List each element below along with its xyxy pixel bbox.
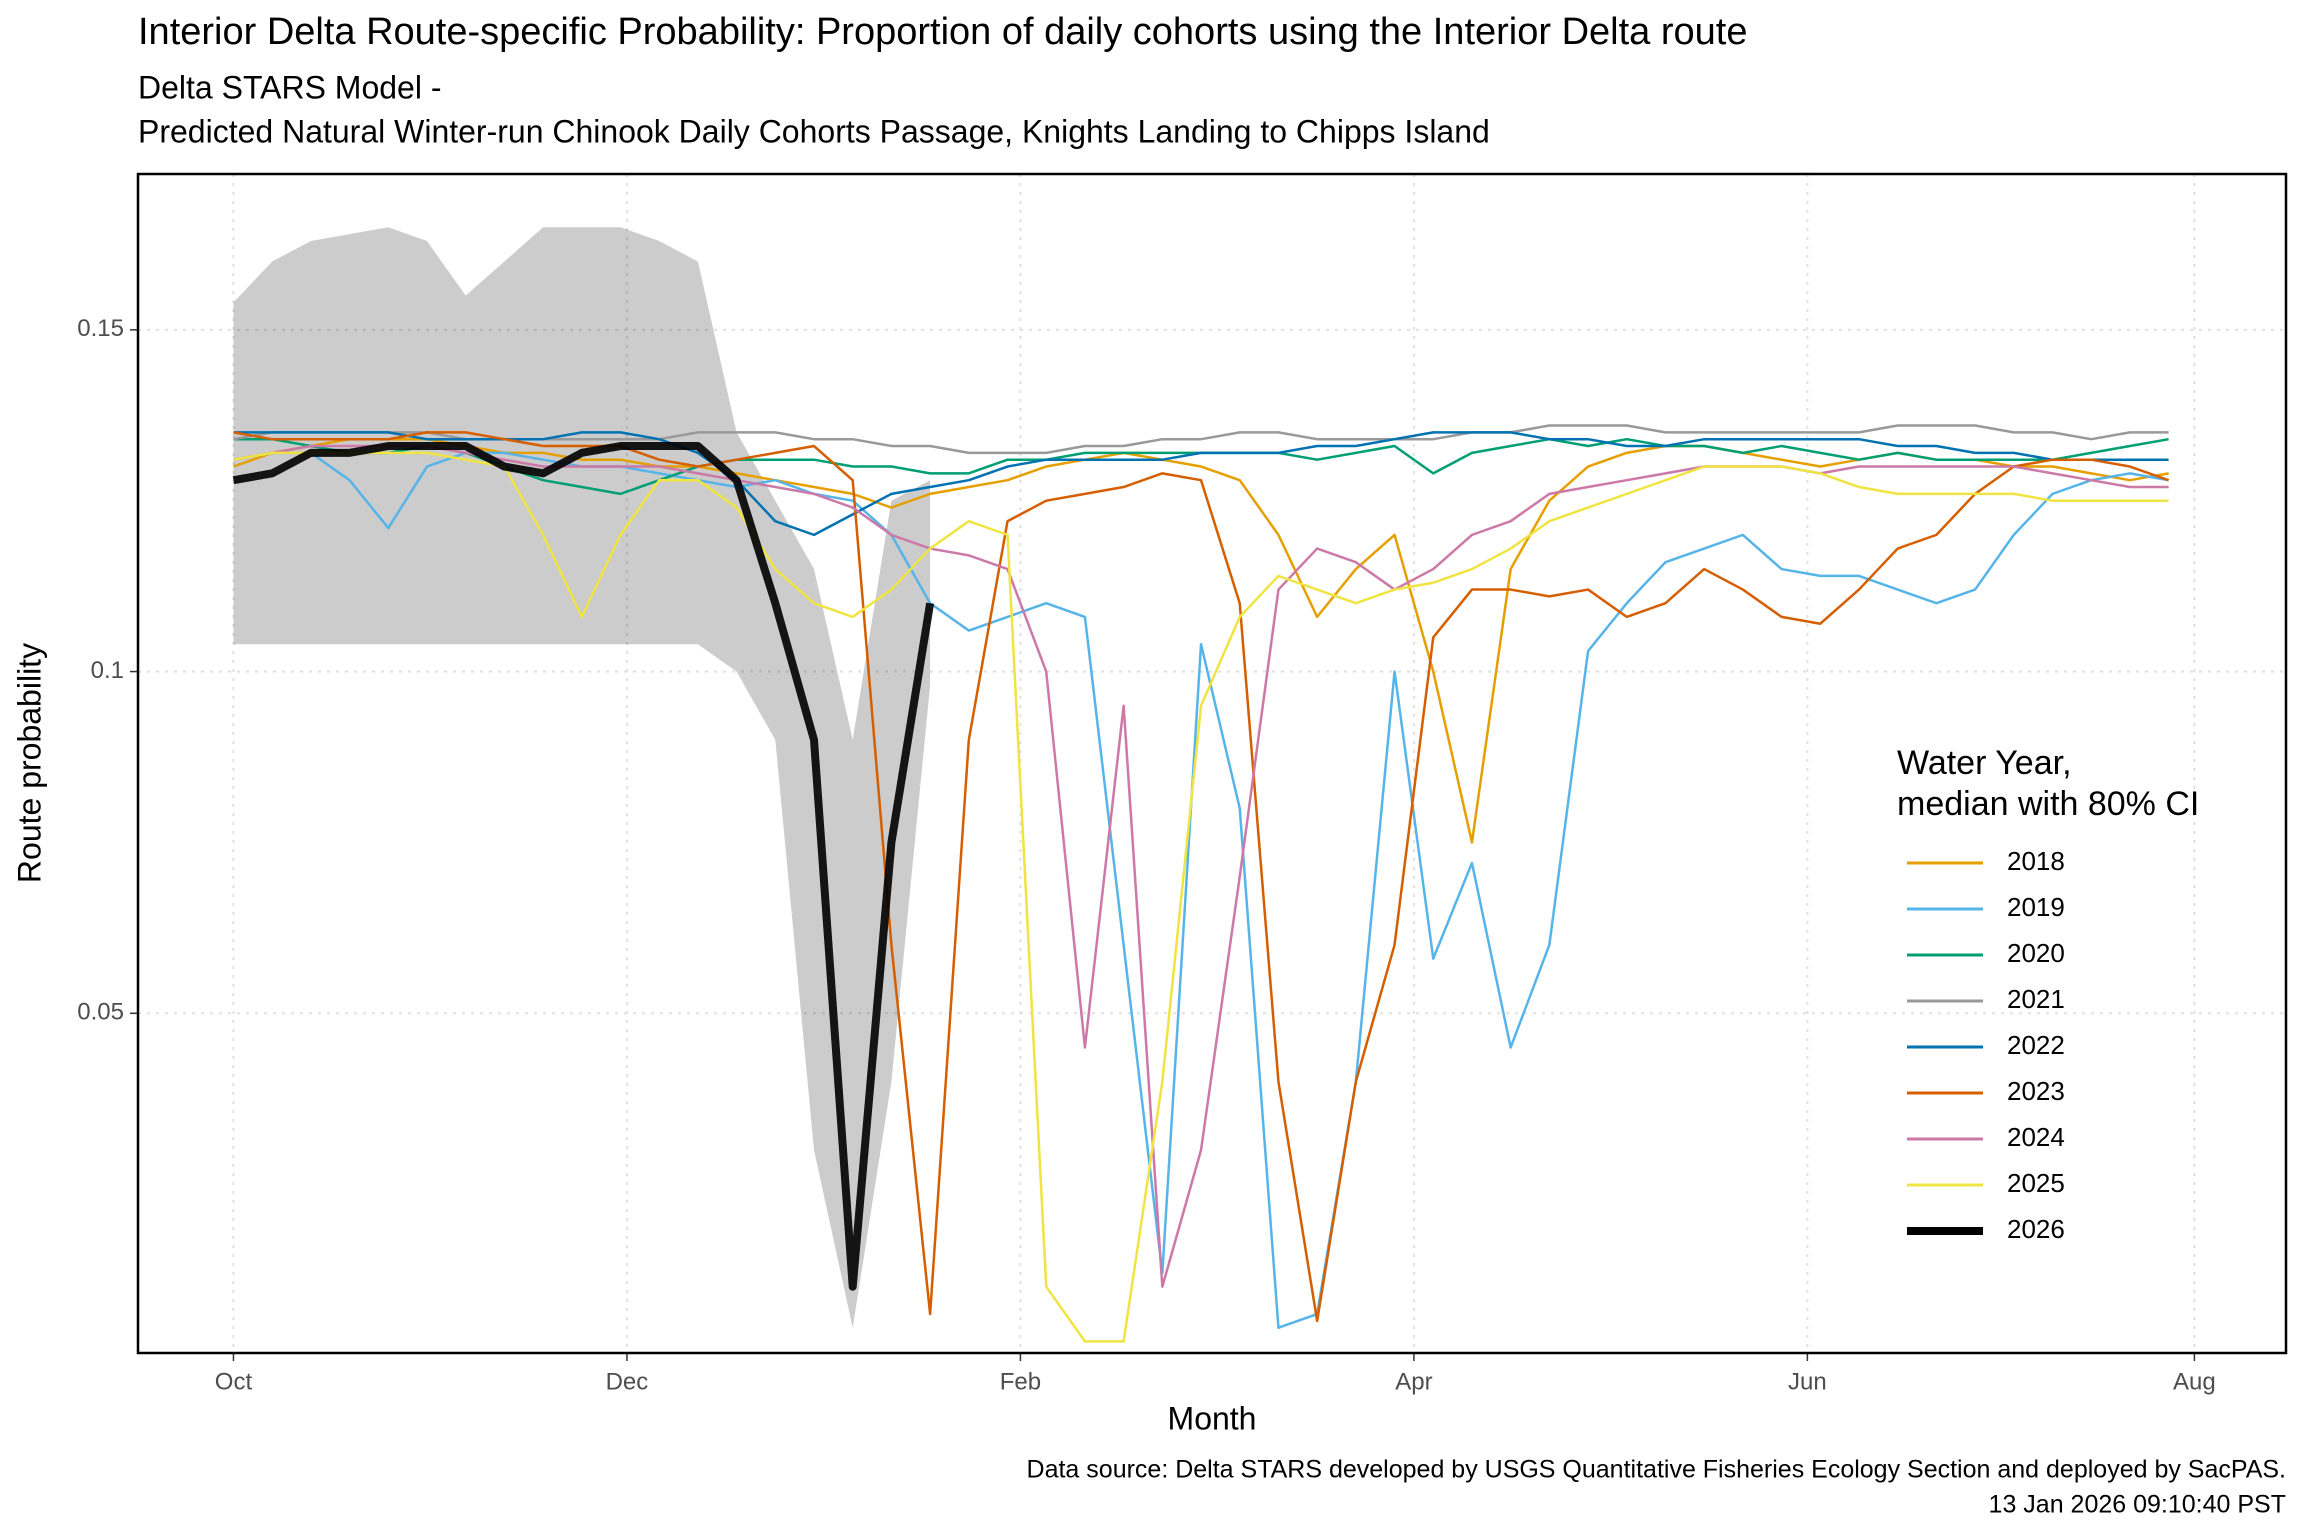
chart-subtitle: Delta STARS Model - [138,69,442,105]
x-axis-title: Month [1168,1400,1257,1436]
legend-title: median with 80% CI [1897,785,2199,823]
series-line [233,451,2169,1329]
y-axis-title: Route probability [11,643,47,883]
x-tick-label: Dec [606,1368,649,1395]
caption: 13 Jan 2026 09:10:40 PST [1989,1491,2286,1519]
x-tick-label: Apr [1395,1368,1432,1395]
legend-label: 2021 [2007,984,2065,1014]
series-line [232,442,935,1291]
legend-label: 2023 [2007,1076,2065,1106]
legend-label: 2026 [2007,1214,2065,1244]
legend-label: 2022 [2007,1030,2065,1060]
y-tick-label: 0.1 [91,657,124,684]
x-tick-label: Jun [1788,1368,1827,1395]
x-tick-label: Oct [215,1368,253,1395]
legend-label: 2018 [2007,846,2065,876]
series-line [233,424,2169,455]
caption: Data source: Delta STARS developed by US… [1027,1456,2286,1484]
x-tick-label: Feb [1000,1368,1041,1395]
chart-title: Interior Delta Route-specific Probabilit… [138,11,1747,53]
legend-label: 2020 [2007,938,2065,968]
series-line [233,451,2169,1343]
y-tick-label: 0.05 [77,999,124,1026]
series-line [233,431,2169,537]
series-line [233,431,2170,1323]
legend-label: 2024 [2007,1122,2065,1152]
legend-label: 2019 [2007,892,2065,922]
plot-border [136,172,2288,1355]
series-line [233,437,2169,844]
y-tick-label: 0.15 [77,315,124,342]
legend-label: 2025 [2007,1168,2065,1198]
x-tick-label: Aug [2173,1368,2216,1395]
chart-subtitle: Predicted Natural Winter-run Chinook Dai… [138,113,1490,149]
legend-title: Water Year, [1897,744,2072,782]
